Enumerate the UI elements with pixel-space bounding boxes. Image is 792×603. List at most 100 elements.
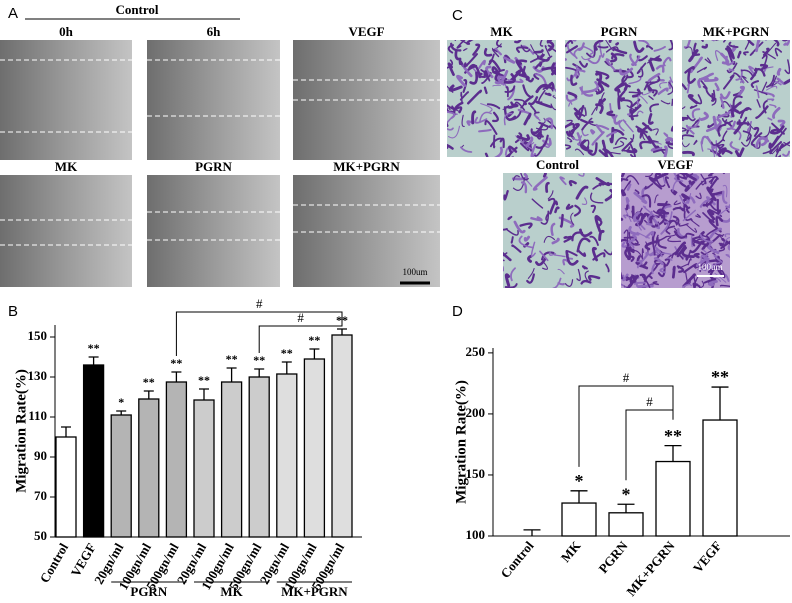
cell — [728, 68, 735, 72]
error-bar — [254, 368, 265, 377]
cell — [737, 147, 745, 157]
cell — [472, 43, 481, 56]
cell — [587, 142, 598, 156]
bar — [702, 419, 738, 537]
cell — [623, 229, 629, 245]
cell — [659, 82, 668, 89]
cell — [682, 82, 688, 91]
cell — [660, 221, 670, 235]
cell — [652, 140, 659, 143]
cell — [763, 47, 770, 56]
significance: ** — [711, 367, 729, 387]
y-tick-label: 110 — [28, 408, 47, 423]
cell — [652, 281, 659, 286]
cell — [687, 94, 699, 105]
scale-label: 100um — [402, 267, 427, 277]
cell — [532, 122, 545, 135]
cell — [779, 154, 781, 157]
cell — [742, 130, 752, 142]
cell — [524, 136, 534, 148]
panel-label: B — [8, 303, 18, 320]
cell — [670, 125, 673, 132]
cell — [755, 136, 770, 149]
cell — [622, 146, 631, 152]
micrograph — [447, 40, 556, 157]
comparison-label: # — [256, 296, 263, 311]
cell — [652, 243, 656, 256]
cell — [636, 100, 640, 107]
cell — [701, 43, 709, 49]
cell — [548, 251, 557, 256]
cell — [606, 131, 617, 138]
cell — [682, 127, 687, 132]
image-label: PGRN — [195, 159, 232, 174]
bar — [331, 334, 353, 538]
cell — [783, 78, 790, 85]
cell — [510, 236, 514, 244]
image-label: 0h — [59, 24, 74, 39]
cell — [512, 175, 520, 182]
cell — [641, 90, 653, 96]
cell — [654, 173, 662, 181]
cell — [461, 114, 465, 128]
cell — [460, 91, 463, 105]
cell — [646, 44, 654, 50]
cell — [737, 50, 742, 59]
comparison-bracket — [175, 311, 343, 356]
cell — [621, 283, 624, 287]
group-label: PGRN — [130, 584, 167, 599]
comparison-bracket — [625, 409, 674, 481]
cell — [703, 76, 719, 82]
cell — [670, 189, 678, 196]
cell — [528, 96, 539, 106]
cell — [543, 235, 556, 243]
cell — [463, 53, 478, 68]
cell — [614, 82, 627, 92]
cell — [641, 194, 652, 208]
y-tick-label: 150 — [466, 466, 486, 481]
cell — [557, 268, 565, 275]
cell — [769, 141, 783, 155]
cell — [544, 117, 554, 130]
cell — [718, 149, 733, 155]
cell — [581, 197, 588, 205]
cell — [672, 215, 680, 225]
cell — [573, 204, 582, 217]
cell — [693, 252, 700, 259]
cell — [701, 249, 709, 257]
cell — [483, 70, 489, 79]
cell — [645, 250, 660, 256]
error-bar — [523, 529, 541, 536]
cell — [687, 117, 701, 129]
cell — [785, 40, 790, 46]
cell — [710, 138, 724, 146]
cell — [719, 96, 725, 109]
cell — [684, 180, 695, 192]
cell — [634, 238, 639, 245]
micrograph — [293, 175, 440, 287]
cell — [726, 62, 738, 74]
cell — [575, 185, 589, 200]
cell — [565, 128, 576, 137]
x-tick-label: MK — [558, 538, 584, 565]
cell — [574, 111, 582, 121]
cell — [708, 202, 721, 212]
cell — [776, 77, 786, 85]
cell — [625, 175, 640, 185]
y-tick-label: 200 — [466, 405, 486, 420]
cell — [755, 105, 769, 120]
cell — [776, 67, 782, 76]
cell — [755, 40, 761, 53]
cell — [632, 211, 641, 223]
cell — [695, 94, 703, 105]
image-label: PGRN — [601, 24, 638, 39]
comparison-label: # — [297, 310, 304, 325]
cell — [517, 108, 530, 115]
cell — [631, 249, 643, 259]
cell — [605, 263, 610, 273]
cell — [683, 40, 691, 49]
cell — [550, 103, 556, 111]
cell — [497, 75, 504, 85]
cell — [534, 61, 543, 70]
cell — [622, 180, 632, 192]
